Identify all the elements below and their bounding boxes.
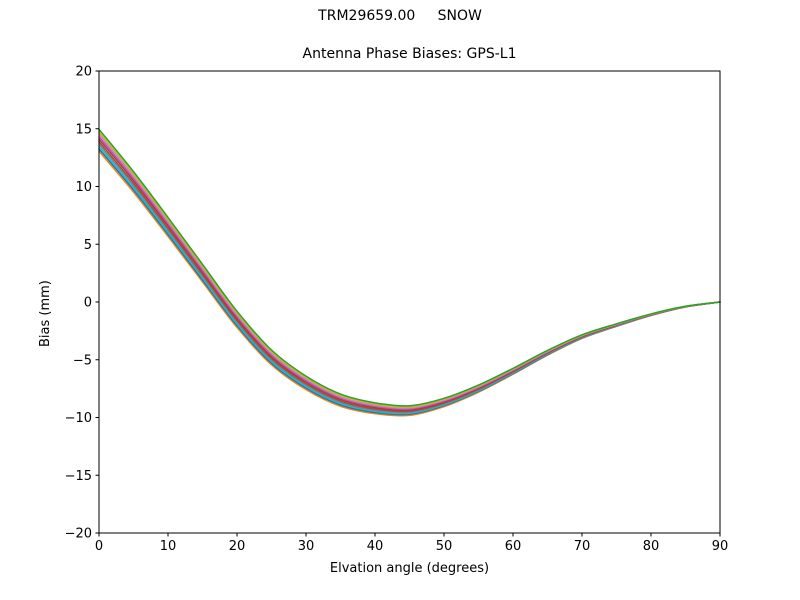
x-tick-label: 60 bbox=[505, 539, 522, 554]
y-tick-label: 0 bbox=[84, 296, 92, 311]
x-tick-label: 50 bbox=[436, 539, 453, 554]
x-tick-label: 30 bbox=[298, 539, 315, 554]
figure-suptitle: TRM29659.00 SNOW bbox=[318, 8, 482, 24]
y-tick-label: −20 bbox=[65, 527, 92, 542]
bias-curve bbox=[98, 128, 721, 407]
y-tick-label: 20 bbox=[75, 65, 92, 80]
x-tick-label: 0 bbox=[95, 539, 103, 554]
y-tick-label: 10 bbox=[75, 180, 92, 195]
y-tick-label: −10 bbox=[65, 411, 92, 426]
y-tick-label: 5 bbox=[84, 238, 92, 253]
axes-frame bbox=[98, 70, 721, 534]
bias-curve bbox=[98, 133, 721, 409]
bias-curve bbox=[98, 150, 721, 417]
x-tick-label: 40 bbox=[367, 539, 384, 554]
x-tick-label: 10 bbox=[160, 539, 177, 554]
x-tick-label: 80 bbox=[643, 539, 660, 554]
x-tick-label: 20 bbox=[229, 539, 246, 554]
bias-curve bbox=[98, 148, 721, 416]
y-tick-label: −15 bbox=[65, 469, 92, 484]
x-axis-label: Elvation angle (degrees) bbox=[329, 561, 490, 576]
bias-curve bbox=[98, 140, 721, 413]
bias-curve bbox=[98, 135, 721, 410]
x-tick-label: 90 bbox=[712, 539, 729, 554]
x-tick-label: 70 bbox=[574, 539, 591, 554]
y-axis-label: Bias (mm) bbox=[38, 280, 53, 347]
axes-title: Antenna Phase Biases: GPS-L1 bbox=[302, 46, 517, 62]
bias-curve bbox=[98, 138, 721, 412]
bias-curve bbox=[98, 145, 721, 415]
y-tick-label: −5 bbox=[73, 353, 92, 368]
bias-curve bbox=[98, 143, 721, 414]
y-tick-label: 15 bbox=[75, 122, 92, 137]
